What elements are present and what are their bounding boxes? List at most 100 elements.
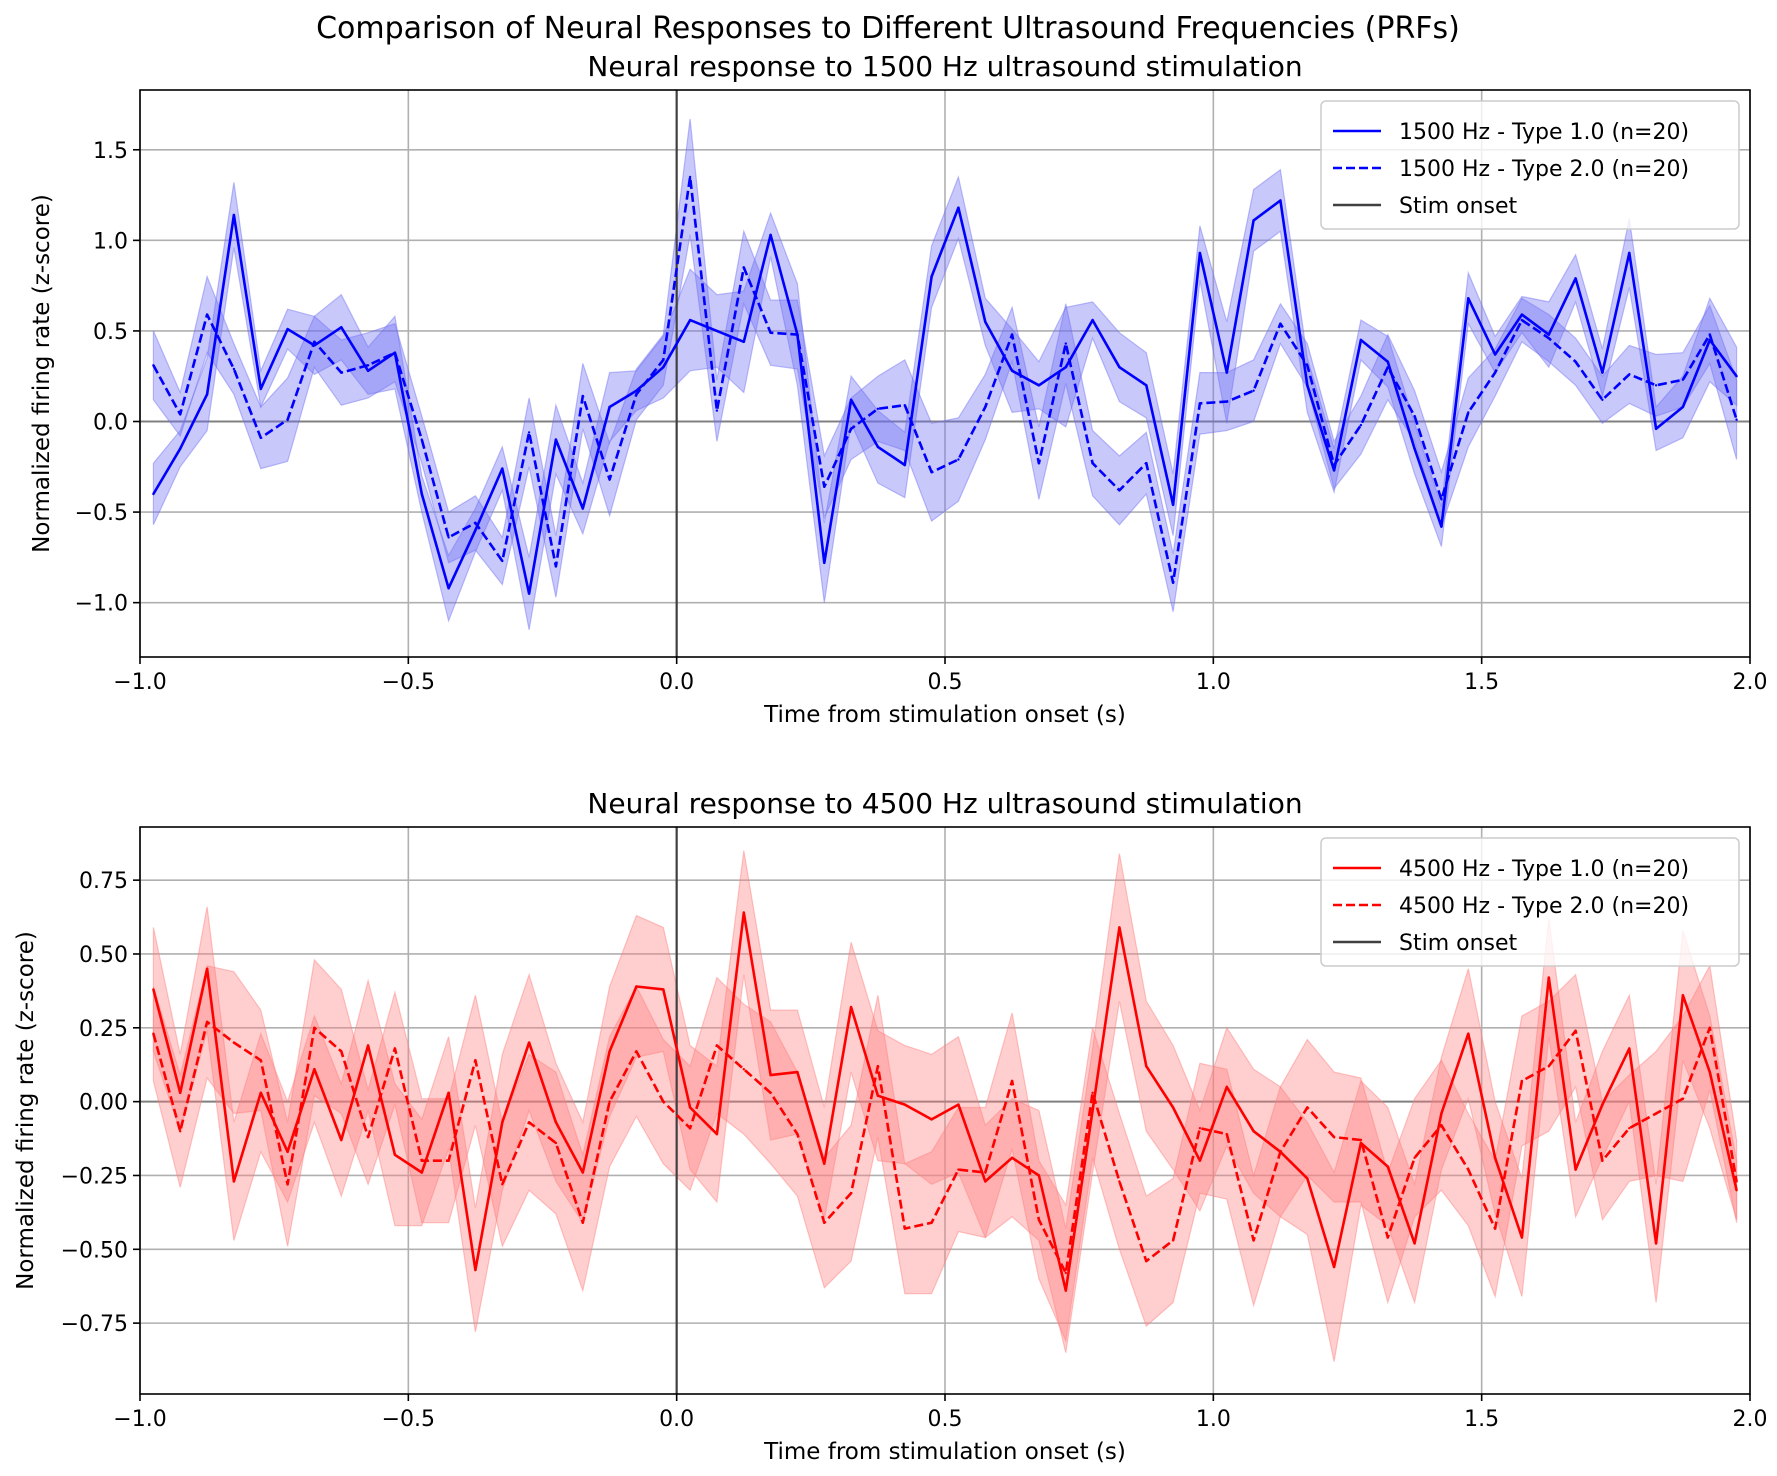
data-point-series-2: [527, 431, 531, 434]
data-point-series-2: [1118, 1180, 1121, 1183]
legend-entry-series-1-label: 4500 Hz - Type 1.0 (n=20): [1399, 857, 1689, 882]
data-point-series-2: [1225, 400, 1229, 403]
data-point-series-2: [1359, 423, 1363, 427]
data-point-series-1: [1225, 371, 1229, 374]
data-point-series-2: [742, 266, 745, 269]
data-point-series-1: [1145, 384, 1148, 387]
data-point-series-2: [930, 471, 933, 474]
x-tick-label: 0.5: [928, 670, 963, 695]
data-point-series-2: [581, 394, 584, 398]
data-point-series-2: [1198, 402, 1202, 405]
legend-frame: [1320, 100, 1740, 230]
y-tick-label: −1.0: [75, 592, 128, 617]
data-point-series-2: [527, 1121, 531, 1124]
data-point-series-2: [554, 1141, 558, 1145]
data-point-series-2: [1118, 489, 1121, 492]
data-point-series-2: [796, 1132, 799, 1136]
data-point-series-2: [1547, 337, 1551, 340]
data-point-series-1: [1413, 447, 1416, 450]
data-point-series-2: [930, 1221, 933, 1224]
data-point-series-1: [984, 320, 987, 324]
data-point-series-1: [474, 1268, 477, 1272]
data-point-series-2: [1735, 1180, 1738, 1183]
y-tick-label: 1.5: [93, 139, 128, 164]
data-point-series-1: [554, 1121, 558, 1124]
data-point-series-2: [715, 1044, 719, 1047]
data-point-series-2: [1628, 1127, 1631, 1130]
data-point-series-1: [1735, 1189, 1738, 1192]
data-point-series-2: [232, 367, 236, 371]
x-tick-label: 0.5: [928, 1407, 963, 1432]
data-point-series-1: [1601, 371, 1604, 374]
data-point-series-1: [1252, 219, 1255, 222]
data-point-series-1: [1440, 1112, 1443, 1115]
panel-title: Neural response to 4500 Hz ultrasound st…: [587, 787, 1302, 820]
data-point-series-1: [1171, 503, 1175, 506]
data-point-series-1: [1547, 976, 1551, 979]
y-tick-label: −0.5: [75, 501, 128, 526]
data-point-series-1: [1332, 1265, 1336, 1269]
data-point-series-1: [796, 1070, 799, 1074]
data-point-series-2: [823, 1221, 826, 1224]
data-point-series-1: [1279, 199, 1282, 202]
data-point-series-2: [688, 1127, 692, 1130]
data-point-series-2: [1601, 1159, 1604, 1162]
data-point-series-1: [1735, 375, 1738, 378]
data-point-series-1: [1628, 1047, 1631, 1050]
data-point-series-2: [1708, 1026, 1712, 1030]
y-tick-label: 0.50: [79, 943, 128, 968]
data-point-series-2: [259, 1059, 262, 1062]
data-point-series-1: [1010, 369, 1014, 372]
data-point-series-2: [1279, 322, 1282, 325]
data-point-series-2: [1440, 498, 1443, 501]
data-point-series-2: [554, 565, 558, 568]
data-point-series-1: [474, 529, 477, 532]
data-point-series-1: [1225, 1085, 1229, 1089]
y-tick-label: 0.0: [93, 411, 128, 436]
data-point-series-2: [1574, 360, 1577, 363]
data-point-series-2: [393, 351, 397, 354]
plot-area: [140, 827, 1750, 1394]
data-point-series-2: [1493, 371, 1497, 374]
data-point-series-2: [1306, 364, 1309, 367]
data-point-series-1: [1628, 251, 1631, 255]
data-point-series-1: [984, 1180, 987, 1183]
data-point-series-1: [286, 1150, 289, 1154]
data-point-series-2: [313, 340, 316, 343]
data-point-series-1: [1010, 1156, 1014, 1160]
x-tick-label: 0.0: [659, 1407, 694, 1432]
data-point-series-1: [1520, 313, 1524, 316]
data-point-series-2: [501, 559, 504, 563]
data-point-series-2: [1654, 1112, 1658, 1115]
data-point-series-2: [581, 1221, 584, 1224]
panel-1500hz: −1.0 −0.5 0.0 0.5 1.0 1.5 2.0 −1.0 −0.5 0.0 0.5 1.0…: [29, 50, 1768, 728]
data-point-series-2: [1332, 1135, 1336, 1139]
data-point-series-1: [1359, 1141, 1363, 1145]
data-point-series-2: [1037, 1218, 1041, 1222]
y-tick-label: 0.25: [79, 1017, 128, 1042]
legend-entry-series-2-label: 4500 Hz - Type 2.0 (n=20): [1399, 894, 1689, 919]
data-point-series-1: [527, 592, 531, 595]
data-point-series-2: [474, 521, 477, 525]
data-point-series-2: [1574, 1029, 1577, 1033]
data-point-series-1: [1091, 1109, 1094, 1112]
data-point-series-2: [152, 1032, 155, 1035]
data-point-series-1: [1198, 1159, 1202, 1162]
data-point-series-1: [527, 1041, 531, 1044]
data-point-series-1: [1386, 360, 1390, 363]
data-point-series-1: [393, 1153, 397, 1157]
data-point-series-2: [1010, 333, 1014, 336]
legend-frame: [1320, 837, 1740, 967]
data-point-series-1: [688, 318, 692, 322]
data-point-series-2: [635, 1050, 638, 1053]
data-point-series-2: [1440, 1124, 1443, 1127]
data-point-series-2: [286, 418, 289, 421]
y-tick-label: −0.75: [61, 1312, 128, 1337]
data-point-series-1: [1520, 1236, 1524, 1239]
data-point-series-2: [232, 1041, 236, 1044]
data-point-series-2: [715, 409, 719, 412]
data-point-series-1: [635, 389, 638, 392]
data-point-series-1: [259, 387, 262, 391]
data-point-series-2: [635, 393, 638, 396]
